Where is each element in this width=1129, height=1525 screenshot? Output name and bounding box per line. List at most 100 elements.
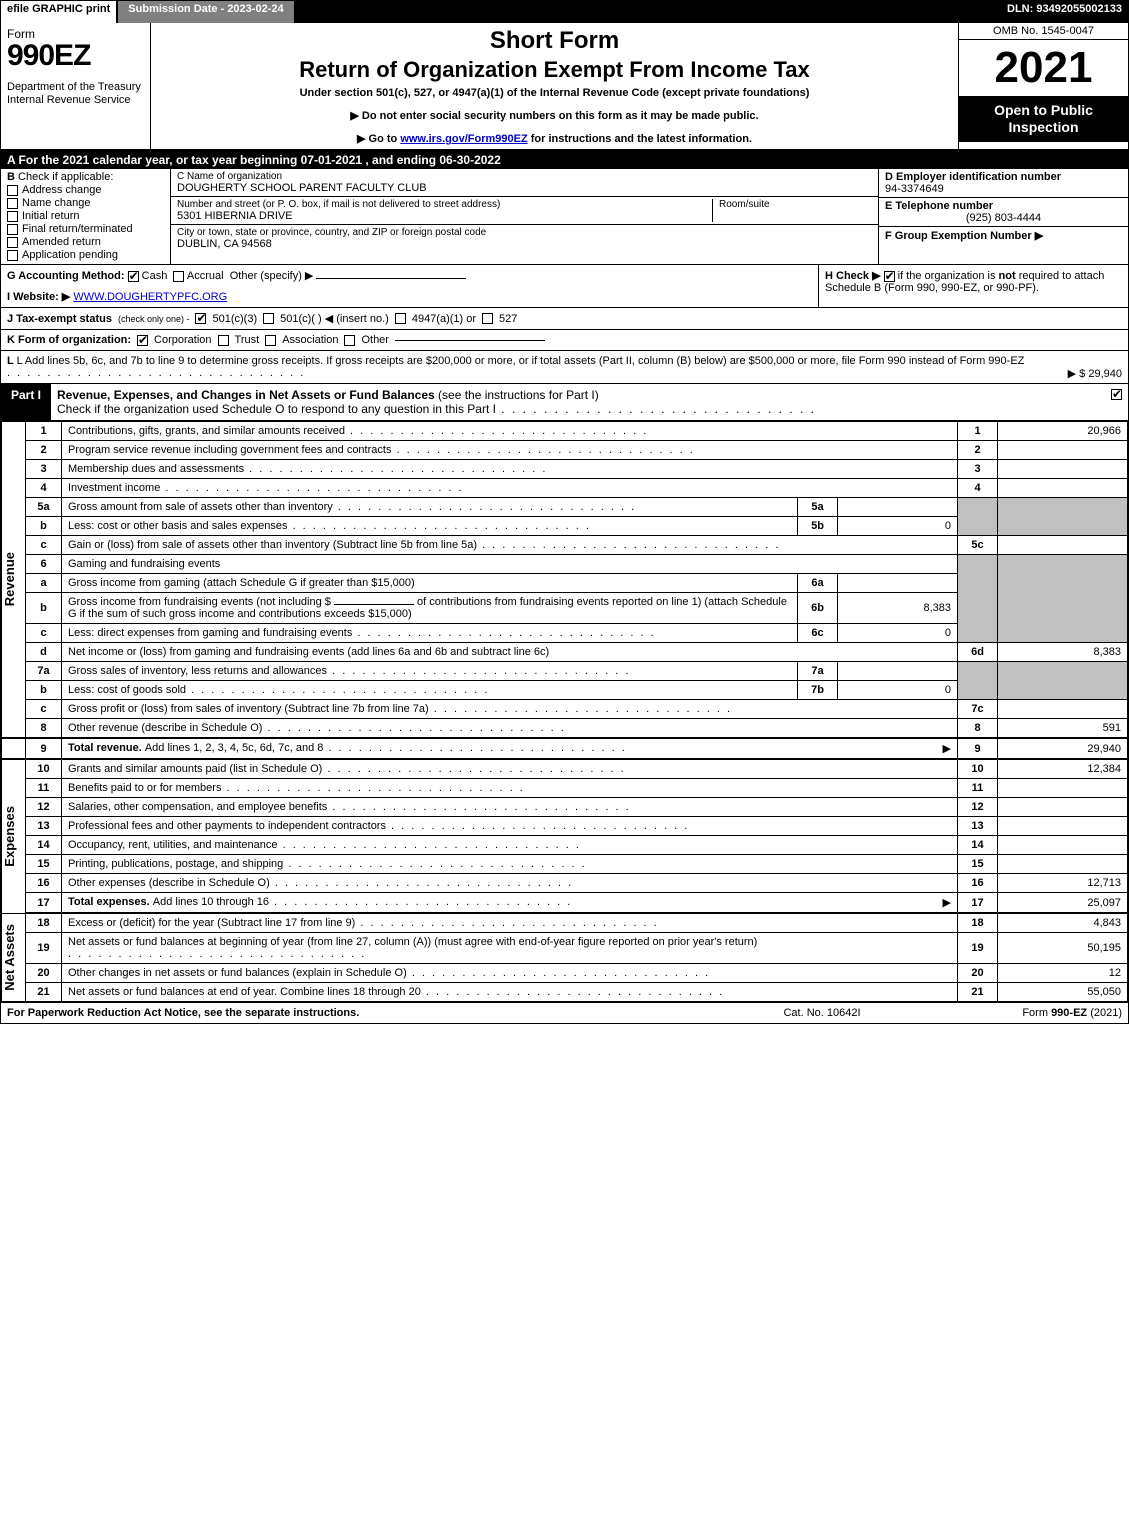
line-20-amt: 12 xyxy=(998,964,1128,983)
line-15-num: 15 xyxy=(26,855,62,874)
k-o1: Corporation xyxy=(154,334,211,346)
top-bar: efile GRAPHIC print Submission Date - 20… xyxy=(1,1,1128,23)
line-6c-desc: Less: direct expenses from gaming and fu… xyxy=(62,624,798,643)
line-10-ln: 10 xyxy=(958,759,998,779)
line-5ab-grey xyxy=(958,498,998,536)
checkbox-other-icon[interactable] xyxy=(344,335,355,346)
k-other-blank[interactable] xyxy=(395,340,545,341)
row-line-19: 19 Net assets or fund balances at beginn… xyxy=(2,933,1128,964)
line-5b-subv: 0 xyxy=(838,517,958,536)
website-link[interactable]: WWW.DOUGHERTYPFC.ORG xyxy=(73,291,227,303)
line-7ab-grey xyxy=(958,662,998,700)
side-revenue: Revenue xyxy=(2,422,26,739)
line-1-ln: 1 xyxy=(958,422,998,441)
checkbox-corp-icon[interactable] xyxy=(137,335,148,346)
chk-initial-return[interactable]: Initial return xyxy=(7,210,164,222)
g-other-blank[interactable] xyxy=(316,278,466,279)
row-line-16: 16 Other expenses (describe in Schedule … xyxy=(2,874,1128,893)
line-5c-amt xyxy=(998,536,1128,555)
line-9-text-bold: Total revenue. xyxy=(68,742,145,754)
line-16-amt: 12,713 xyxy=(998,874,1128,893)
line-17-num: 17 xyxy=(26,893,62,914)
line-7b-subv: 0 xyxy=(838,681,958,700)
part-i-checkbox[interactable] xyxy=(1105,384,1128,420)
part-i-header: Part I Revenue, Expenses, and Changes in… xyxy=(1,384,1128,421)
c-street-row: Number and street (or P. O. box, if mail… xyxy=(171,197,878,225)
line-5a-num: 5a xyxy=(26,498,62,517)
line-5a-subv xyxy=(838,498,958,517)
line-4-amt xyxy=(998,479,1128,498)
line-10-desc: Grants and similar amounts paid (list in… xyxy=(62,759,958,779)
h-pre: H Check ▶ xyxy=(825,270,884,282)
opt-address-change: Address change xyxy=(22,184,102,196)
line-6b-blank[interactable] xyxy=(334,604,414,605)
row-line-9: 9 Total revenue. Add lines 1, 2, 3, 4, 5… xyxy=(2,738,1128,759)
checkbox-cash-icon[interactable] xyxy=(128,271,139,282)
opt-initial-return: Initial return xyxy=(22,210,79,222)
chk-amended-return[interactable]: Amended return xyxy=(7,236,164,248)
line-6b-text1: Gross income from fundraising events (no… xyxy=(68,596,331,608)
c-room-label: Room/suite xyxy=(712,199,872,222)
e-label: E Telephone number xyxy=(885,200,1122,212)
line-18-ln: 18 xyxy=(958,913,998,933)
section-b-through-f: B Check if applicable: Address change Na… xyxy=(1,169,1128,265)
arrow-icon: ▶ xyxy=(943,742,951,755)
checkbox-4947-icon[interactable] xyxy=(395,313,406,324)
part-i-title: Revenue, Expenses, and Changes in Net As… xyxy=(51,384,1105,420)
j-o4: 527 xyxy=(499,313,517,325)
chk-name-change[interactable]: Name change xyxy=(7,197,164,209)
line-5a-text: Gross amount from sale of assets other t… xyxy=(68,501,333,513)
chk-final-return[interactable]: Final return/terminated xyxy=(7,223,164,235)
checkbox-accrual-icon[interactable] xyxy=(173,271,184,282)
l-amt-value: 29,940 xyxy=(1088,368,1122,380)
checkbox-527-icon[interactable] xyxy=(482,313,493,324)
checkbox-trust-icon[interactable] xyxy=(218,335,229,346)
line-9-amt: 29,940 xyxy=(998,738,1128,759)
checkbox-501c-icon[interactable] xyxy=(263,313,274,324)
chk-address-change[interactable]: Address change xyxy=(7,184,164,196)
line-9-text: Add lines 1, 2, 3, 4, 5c, 6d, 7c, and 8 xyxy=(145,742,324,754)
checkbox-assoc-icon[interactable] xyxy=(265,335,276,346)
line-6a-sub: 6a xyxy=(798,574,838,593)
line-13-num: 13 xyxy=(26,817,62,836)
header-center: Short Form Return of Organization Exempt… xyxy=(151,23,958,149)
j-o3: 4947(a)(1) or xyxy=(412,313,476,325)
checkbox-icon xyxy=(7,211,18,222)
line-5c-num: c xyxy=(26,536,62,555)
efile-label[interactable]: efile GRAPHIC print xyxy=(1,1,118,23)
line-14-text: Occupancy, rent, utilities, and maintena… xyxy=(68,839,278,851)
checkbox-501c3-icon[interactable] xyxy=(195,313,206,324)
goto-link[interactable]: www.irs.gov/Form990EZ xyxy=(400,133,527,145)
b-hint: Check if applicable: xyxy=(18,171,113,183)
checkbox-h-icon[interactable] xyxy=(884,271,895,282)
c-street-label: Number and street (or P. O. box, if mail… xyxy=(177,199,712,210)
row-a-tax-year: A For the 2021 calendar year, or tax yea… xyxy=(1,151,1128,169)
row-line-6: 6 Gaming and fundraising events xyxy=(2,555,1128,574)
line-6c-text: Less: direct expenses from gaming and fu… xyxy=(68,627,352,639)
line-1-amt: 20,966 xyxy=(998,422,1128,441)
checkbox-icon xyxy=(7,250,18,261)
opt-final-return: Final return/terminated xyxy=(22,223,133,235)
line-2-ln: 2 xyxy=(958,441,998,460)
d-label: D Employer identification number xyxy=(885,171,1122,183)
row-j: J Tax-exempt status (check only one) - 5… xyxy=(1,308,1128,330)
footer-left: For Paperwork Reduction Act Notice, see … xyxy=(7,1007,722,1019)
line-21-num: 21 xyxy=(26,983,62,1002)
return-title: Return of Organization Exempt From Incom… xyxy=(159,57,950,83)
side-revenue-label: Revenue xyxy=(2,552,17,606)
line-5a-sub: 5a xyxy=(798,498,838,517)
line-15-ln: 15 xyxy=(958,855,998,874)
row-line-1: Revenue 1 Contributions, gifts, grants, … xyxy=(2,422,1128,441)
line-13-amt xyxy=(998,817,1128,836)
line-6b-num: b xyxy=(26,593,62,624)
part-i-dots xyxy=(496,402,816,416)
l-amount: ▶ $ 29,940 xyxy=(1068,367,1122,380)
line-6a-subv xyxy=(838,574,958,593)
chk-application-pending[interactable]: Application pending xyxy=(7,249,164,261)
dln-label: DLN: 93492055002133 xyxy=(1001,1,1128,23)
line-10-num: 10 xyxy=(26,759,62,779)
line-5ab-grey-amt xyxy=(998,498,1128,536)
goto-instruction: ▶ Go to www.irs.gov/Form990EZ for instru… xyxy=(159,132,950,145)
line-7b-text: Less: cost of goods sold xyxy=(68,684,186,696)
line-18-desc: Excess or (deficit) for the year (Subtra… xyxy=(62,913,958,933)
